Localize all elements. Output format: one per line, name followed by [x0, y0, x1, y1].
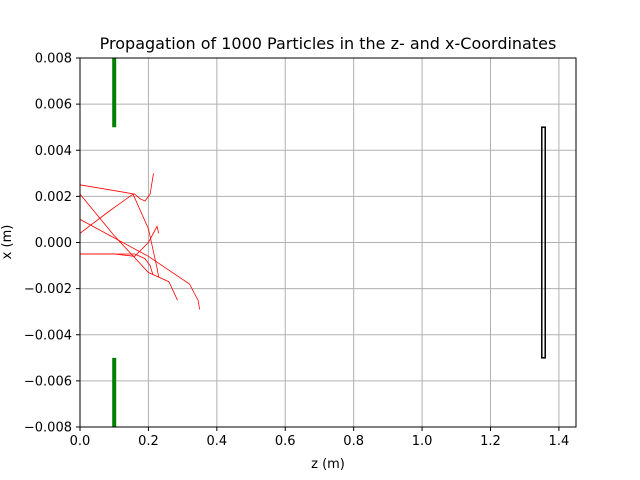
plot-marks: [79, 58, 546, 427]
trajectory-line: [79, 193, 178, 301]
y-tick-label: 0.008: [35, 52, 72, 67]
y-tick-label: 0.004: [35, 144, 72, 159]
y-tick-label: −0.004: [24, 328, 72, 343]
x-tick-label: 0.4: [206, 434, 227, 449]
y-tick-label: 0.006: [35, 98, 72, 113]
x-tick-label: 0.2: [138, 434, 159, 449]
x-axis-label: z (m): [311, 457, 345, 472]
x-tick-label: 0.0: [70, 434, 91, 449]
x-tick-label: 0.6: [275, 434, 296, 449]
x-tick-label: 1.0: [412, 434, 433, 449]
detector-box: [541, 126, 546, 359]
trajectory-line: [79, 219, 201, 310]
axis-ticks: 0.0 0.2 0.4 0.6 0.8 1.0 1.2 1.4 −0.008 −0.006 −0.0…: [24, 52, 569, 450]
x-tick-label: 0.8: [343, 434, 364, 449]
x-tick-label: 1.4: [549, 434, 570, 449]
y-tick-label: −0.002: [24, 282, 72, 297]
trajectory-line: [79, 173, 154, 202]
trajectory-line: [79, 193, 160, 278]
y-tick-label: −0.008: [24, 421, 72, 436]
trajectory-line: [80, 225, 160, 257]
chart-title: Propagation of 1000 Particles in the z- …: [100, 34, 557, 53]
y-axis-label: x (m): [0, 225, 15, 260]
y-tick-label: 0.000: [35, 236, 72, 251]
y-tick-label: 0.002: [35, 190, 72, 205]
y-tick-label: −0.006: [24, 374, 72, 389]
x-tick-label: 1.2: [480, 434, 501, 449]
